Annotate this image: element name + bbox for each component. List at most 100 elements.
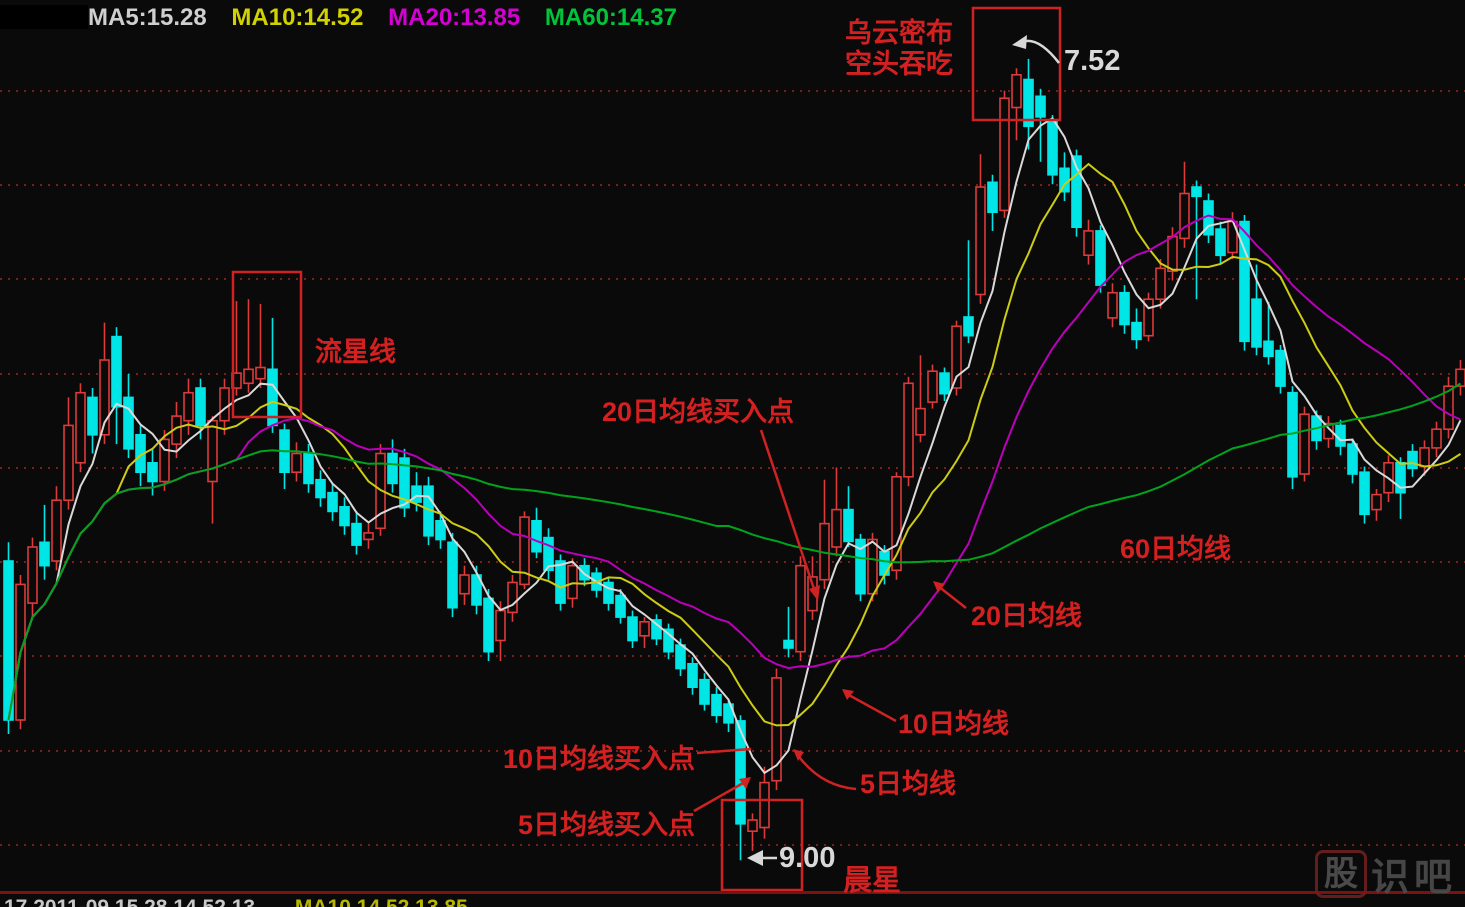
candle-body (1299, 413, 1310, 475)
candle-body (1323, 422, 1334, 440)
candle-body (1215, 228, 1226, 257)
ma60-readout: MA60:14.37 (544, 4, 677, 31)
ma20-buy-pointer (759, 429, 817, 593)
ma5-buy-label: 5日均线买入点 (518, 810, 696, 840)
ma20-line (7, 214, 1461, 721)
candle-body (903, 382, 914, 478)
candle-body (1035, 95, 1046, 118)
ma5-line-label: 5日均线 (860, 769, 957, 799)
candle-body (1431, 428, 1442, 449)
candle-body (315, 478, 326, 499)
ma5-readout: MA5:15.28 (88, 4, 207, 31)
candle-body (87, 396, 98, 436)
candle-body (1143, 298, 1154, 337)
candle-body (711, 693, 722, 717)
bottom-clipped-white: 17 2011-09 15.28 14.52 13 (4, 896, 255, 907)
candle-body (63, 424, 74, 501)
candle-body (1023, 78, 1034, 128)
ma10-buy-label: 10日均线买入点 (503, 744, 696, 774)
candle-body (651, 619, 662, 640)
ma5-line (7, 116, 1462, 775)
morning-star-label: 晨星 (843, 865, 902, 897)
watermark-boxed-char: 股 (1315, 849, 1367, 898)
candle-body (735, 720, 746, 825)
bottom-rule (0, 891, 1465, 894)
candle-body (507, 581, 518, 614)
shooting-star-box (231, 270, 303, 419)
candle-body (663, 628, 674, 653)
candle-body (939, 372, 950, 395)
candle-body (483, 597, 494, 653)
candle-body (195, 387, 206, 427)
candle-body (1095, 230, 1106, 286)
candle-body (1047, 120, 1058, 176)
candle-body (75, 391, 86, 464)
candle-body (39, 541, 50, 567)
ma5-label-arrowhead (793, 749, 804, 761)
candle-body (1407, 450, 1418, 470)
candle-body (519, 516, 530, 586)
candle-body (1419, 447, 1430, 468)
candle-body (435, 519, 446, 541)
peak-price-label: 7.52 (1064, 45, 1121, 77)
candle-body (27, 546, 38, 604)
chart-dynamic (0, 58, 1465, 861)
candle-body (555, 560, 566, 604)
morning-star-box (720, 798, 804, 892)
candle-body (639, 620, 650, 637)
candle-body (699, 678, 710, 705)
ma20-buy-label: 20日均线买入点 (602, 397, 795, 427)
candle-body (1191, 186, 1202, 198)
ma20-buy-arrowhead (809, 585, 820, 601)
candle-body (1155, 267, 1166, 300)
candle-body (471, 574, 482, 606)
candle-body (123, 396, 134, 450)
candle-body (951, 325, 962, 389)
candle-body (1371, 493, 1382, 511)
candle-body (159, 438, 170, 483)
white-arrows (747, 35, 1060, 866)
candle-body (567, 564, 578, 600)
candle-body (831, 508, 842, 548)
bottom-clipped-text: 17 2011-09 15.28 14.52 13 MA10 14.52 13.… (4, 896, 468, 907)
candle-body (771, 677, 782, 782)
candle-body (543, 536, 554, 572)
candle-body (1275, 349, 1286, 387)
candle-body (1179, 192, 1190, 240)
ma10-buy-pointer (696, 747, 752, 755)
candle-body (603, 581, 614, 604)
candle-body (1251, 298, 1262, 348)
ma5-buy-arrowhead (739, 777, 751, 789)
ma10-readout: MA10:14.52 (231, 4, 364, 31)
ma60-line-label: 60日均线 (1120, 534, 1232, 564)
candle-body (183, 391, 194, 422)
candle-body (327, 491, 338, 513)
candle-body (1455, 368, 1465, 387)
ma20-line-label: 20日均线 (971, 601, 1083, 631)
candle-body (1011, 74, 1022, 109)
candle-body (675, 644, 686, 670)
bottom-price-label: 9.00 (779, 842, 836, 874)
candle-body (387, 452, 398, 485)
dark-cloud-box (971, 6, 1062, 122)
candle-body (243, 368, 254, 385)
ma5-label-pointer (795, 753, 857, 791)
top-left-patch (0, 5, 88, 29)
candle-body (999, 97, 1010, 212)
bottom-price-arrowhead (747, 850, 763, 866)
candle-body (963, 316, 974, 337)
candle-body (915, 407, 926, 436)
shooting-star-label: 流星线 (315, 337, 396, 367)
ma-legend: MA5:15.28 MA10:14.52 MA20:13.85 MA60:14.… (88, 4, 695, 32)
ma5-buy-pointer (693, 780, 746, 813)
candle-body (975, 186, 986, 296)
candle-body (495, 609, 506, 642)
candle-body (147, 461, 158, 483)
candle-body (411, 485, 422, 503)
candle-body (1119, 291, 1130, 326)
peak-price-arrowhead (1012, 35, 1027, 49)
watermark: 股识吧 (1315, 846, 1457, 901)
chart-annotations (231, 6, 1062, 892)
